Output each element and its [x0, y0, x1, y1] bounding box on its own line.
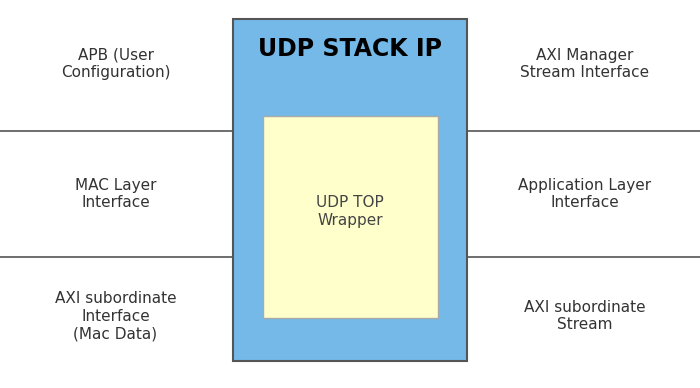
Text: MAC Layer
Interface: MAC Layer Interface	[75, 178, 156, 210]
Text: AXI Manager
Stream Interface: AXI Manager Stream Interface	[520, 48, 649, 80]
Text: UDP TOP
Wrapper: UDP TOP Wrapper	[316, 195, 384, 228]
Bar	[262, 116, 438, 318]
Text: AXI subordinate
Stream: AXI subordinate Stream	[524, 300, 645, 333]
Bar	[233, 19, 467, 361]
Text: AXI subordinate
Interface
(Mac Data): AXI subordinate Interface (Mac Data)	[55, 291, 176, 341]
Text: APB (User
Configuration): APB (User Configuration)	[61, 48, 170, 80]
Text: UDP STACK IP: UDP STACK IP	[258, 36, 442, 61]
Text: Application Layer
Interface: Application Layer Interface	[518, 178, 651, 210]
